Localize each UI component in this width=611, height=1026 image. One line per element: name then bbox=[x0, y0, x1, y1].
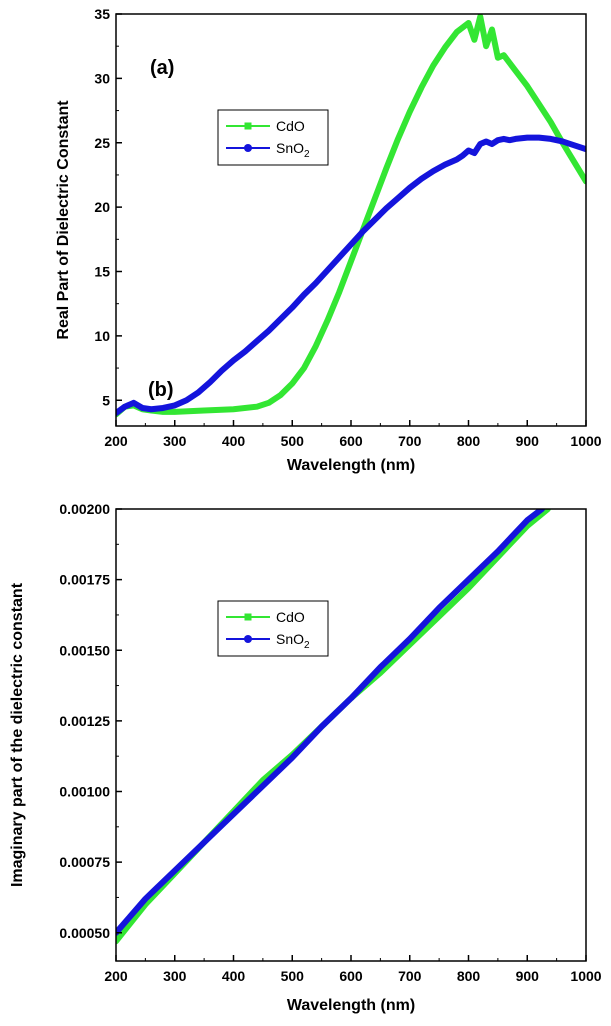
legend-box bbox=[217, 600, 329, 657]
x-tick-label: 900 bbox=[516, 433, 540, 449]
x-tick-label: 900 bbox=[516, 968, 540, 984]
y-tick-label: 0.00200 bbox=[59, 501, 110, 517]
y-tick-label: 10 bbox=[94, 328, 110, 344]
x-tick-label: 700 bbox=[398, 433, 422, 449]
x-axis-title: Wavelength (nm) bbox=[287, 997, 415, 1014]
x-tick-label: 400 bbox=[222, 968, 246, 984]
y-tick-label: 0.00150 bbox=[59, 642, 110, 658]
x-tick-label: 200 bbox=[104, 968, 128, 984]
panel-label: (b) bbox=[148, 379, 174, 401]
x-tick-label: 700 bbox=[398, 968, 422, 984]
legend-box bbox=[217, 109, 329, 166]
legend-marker-square bbox=[244, 122, 252, 130]
series-line-cdo bbox=[116, 14, 586, 418]
legend-marker-circle bbox=[244, 635, 252, 643]
legend-label-sno2: SnO2 bbox=[276, 140, 310, 160]
x-axis-title: Wavelength (nm) bbox=[287, 457, 415, 474]
legend-label-cdo: CdO bbox=[276, 118, 305, 134]
y-axis-title: Real Part of Dielectric Constant bbox=[55, 100, 72, 340]
x-tick-label: 1000 bbox=[570, 433, 601, 449]
series-line-sno2 bbox=[116, 509, 545, 936]
x-tick-label: 800 bbox=[457, 433, 481, 449]
x-tick-label: 600 bbox=[339, 968, 363, 984]
chart-panel-b: 200 300 400 500 600 700 800 900 1000 0.00050 0.000… bbox=[9, 379, 602, 1014]
y-tick-label: 0.00075 bbox=[59, 854, 110, 870]
y-tick-label: 35 bbox=[94, 6, 110, 22]
chart-panel-a: 200 300 400 500 600 700 800 900 1000 5 10 15 20 25 30 3… bbox=[55, 6, 602, 474]
y-axis-title: Imaginary part of the dielectric constan… bbox=[9, 582, 26, 887]
legend: CdO SnO2 bbox=[217, 109, 329, 166]
x-tick-label: 600 bbox=[339, 433, 363, 449]
x-tick-label: 300 bbox=[163, 433, 187, 449]
x-tick-label: 800 bbox=[457, 968, 481, 984]
x-tick-label: 400 bbox=[222, 433, 246, 449]
legend-label-cdo: CdO bbox=[276, 609, 305, 625]
series-line-cdo bbox=[116, 509, 551, 945]
x-tick-label: 300 bbox=[163, 968, 187, 984]
y-tick-label: 0.00050 bbox=[59, 925, 110, 941]
x-tick-label: 1000 bbox=[570, 968, 601, 984]
y-tick-label: 20 bbox=[94, 199, 110, 215]
y-tick-label: 25 bbox=[94, 135, 110, 151]
legend-label-sno2: SnO2 bbox=[276, 631, 310, 651]
y-tick-label: 0.00175 bbox=[59, 572, 110, 588]
x-tick-label: 500 bbox=[281, 968, 305, 984]
legend-marker-square bbox=[244, 613, 252, 621]
series-line-sno2 bbox=[116, 134, 586, 417]
y-tick-label: 0.00100 bbox=[59, 784, 110, 800]
plot-frame bbox=[115, 13, 587, 427]
y-tick-label: 5 bbox=[102, 392, 110, 408]
x-tick-label: 200 bbox=[104, 433, 128, 449]
plot-frame bbox=[115, 508, 587, 962]
x-tick-label: 500 bbox=[281, 433, 305, 449]
panel-label: (a) bbox=[150, 57, 174, 79]
y-tick-label: 15 bbox=[94, 264, 110, 280]
y-tick-label: 0.00125 bbox=[59, 713, 110, 729]
y-tick-label: 30 bbox=[94, 70, 110, 86]
legend: CdO SnO2 bbox=[217, 600, 329, 657]
legend-marker-circle bbox=[244, 144, 252, 152]
